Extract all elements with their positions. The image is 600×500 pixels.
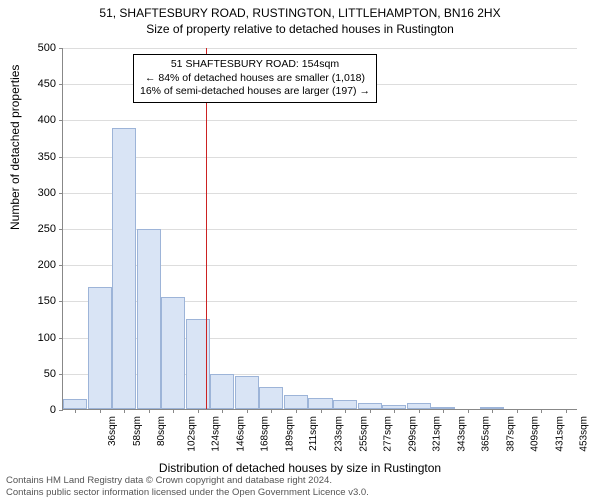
xtick-mark [541, 409, 542, 413]
xtick-mark [394, 409, 395, 413]
xtick-mark [566, 409, 567, 413]
xtick-label: 211sqm [308, 416, 319, 451]
ytick-label: 250 [38, 223, 56, 235]
xtick-mark [468, 409, 469, 413]
plot-area: 51 SHAFTESBURY ROAD: 154sqm ← 84% of det… [62, 48, 577, 410]
ytick-label: 200 [38, 259, 56, 271]
xtick-label: 255sqm [358, 416, 369, 452]
xtick-mark [222, 409, 223, 413]
ytick-mark [59, 338, 63, 339]
xtick-mark [100, 409, 101, 413]
histogram-bar [308, 398, 332, 409]
xtick-label: 168sqm [260, 416, 271, 452]
ytick-label: 350 [38, 151, 56, 163]
xtick-label: 58sqm [132, 416, 143, 446]
ytick-mark [59, 410, 63, 411]
histogram-bar [112, 128, 136, 409]
ytick-mark [59, 48, 63, 49]
ytick-mark [59, 84, 63, 85]
xtick-mark [198, 409, 199, 413]
xtick-mark [321, 409, 322, 413]
ytick-label: 450 [38, 78, 56, 90]
ytick-mark [59, 265, 63, 266]
xtick-label: 343sqm [456, 416, 467, 452]
ytick-label: 100 [38, 332, 56, 344]
histogram-bar [88, 287, 112, 409]
histogram-bar [210, 374, 234, 409]
ytick-mark [59, 120, 63, 121]
xtick-mark [149, 409, 150, 413]
xtick-mark [492, 409, 493, 413]
ytick-mark [59, 229, 63, 230]
histogram-bar [259, 387, 283, 409]
ytick-label: 300 [38, 187, 56, 199]
xtick-label: 453sqm [579, 416, 590, 452]
histogram-bar [284, 395, 308, 409]
xtick-label: 146sqm [235, 416, 246, 452]
ytick-mark [59, 374, 63, 375]
footer-line1: Contains HM Land Registry data © Crown c… [6, 475, 369, 486]
footer-attribution: Contains HM Land Registry data © Crown c… [6, 475, 369, 498]
chart-container: 51, SHAFTESBURY ROAD, RUSTINGTON, LITTLE… [0, 0, 600, 500]
page-title-address: 51, SHAFTESBURY ROAD, RUSTINGTON, LITTLE… [0, 0, 600, 20]
histogram-bar [63, 399, 87, 409]
xtick-label: 431sqm [554, 416, 565, 452]
xtick-label: 321sqm [432, 416, 443, 452]
annotation-line3: 16% of semi-detached houses are larger (… [140, 85, 370, 99]
x-axis-label: Distribution of detached houses by size … [0, 461, 600, 475]
xtick-label: 365sqm [481, 416, 492, 452]
ytick-label: 500 [38, 42, 56, 54]
annotation-line1: 51 SHAFTESBURY ROAD: 154sqm [140, 58, 370, 72]
xtick-label: 233sqm [334, 416, 345, 452]
xtick-label: 409sqm [530, 416, 541, 452]
histogram-bar [333, 400, 357, 409]
ytick-label: 0 [50, 404, 56, 416]
xtick-label: 124sqm [211, 416, 222, 452]
gridline [63, 157, 577, 158]
xtick-mark [517, 409, 518, 413]
xtick-mark [345, 409, 346, 413]
gridline [63, 48, 577, 49]
xtick-mark [370, 409, 371, 413]
xtick-label: 80sqm [156, 416, 167, 446]
histogram-bar [161, 297, 185, 409]
footer-line2: Contains public sector information licen… [6, 487, 369, 498]
annotation-line2: ← 84% of detached houses are smaller (1,… [140, 72, 370, 86]
xtick-label: 277sqm [383, 416, 394, 452]
histogram-bar [137, 229, 161, 409]
annotation-callout: 51 SHAFTESBURY ROAD: 154sqm ← 84% of det… [133, 54, 377, 103]
ytick-label: 150 [38, 295, 56, 307]
xtick-label: 36sqm [107, 416, 118, 446]
xtick-mark [296, 409, 297, 413]
xtick-mark [173, 409, 174, 413]
ytick-mark [59, 193, 63, 194]
xtick-label: 102sqm [186, 416, 197, 452]
xtick-label: 189sqm [285, 416, 296, 452]
xtick-label: 387sqm [505, 416, 516, 452]
xtick-mark [75, 409, 76, 413]
xtick-mark [271, 409, 272, 413]
ytick-mark [59, 301, 63, 302]
ytick-label: 400 [38, 114, 56, 126]
xtick-mark [443, 409, 444, 413]
y-axis-label: Number of detached properties [8, 65, 22, 230]
page-subtitle: Size of property relative to detached ho… [0, 20, 600, 36]
xtick-mark [124, 409, 125, 413]
xtick-label: 299sqm [407, 416, 418, 452]
histogram-bar [235, 376, 259, 409]
gridline [63, 193, 577, 194]
xtick-mark [247, 409, 248, 413]
gridline [63, 120, 577, 121]
ytick-label: 50 [44, 368, 56, 380]
ytick-mark [59, 157, 63, 158]
xtick-mark [419, 409, 420, 413]
